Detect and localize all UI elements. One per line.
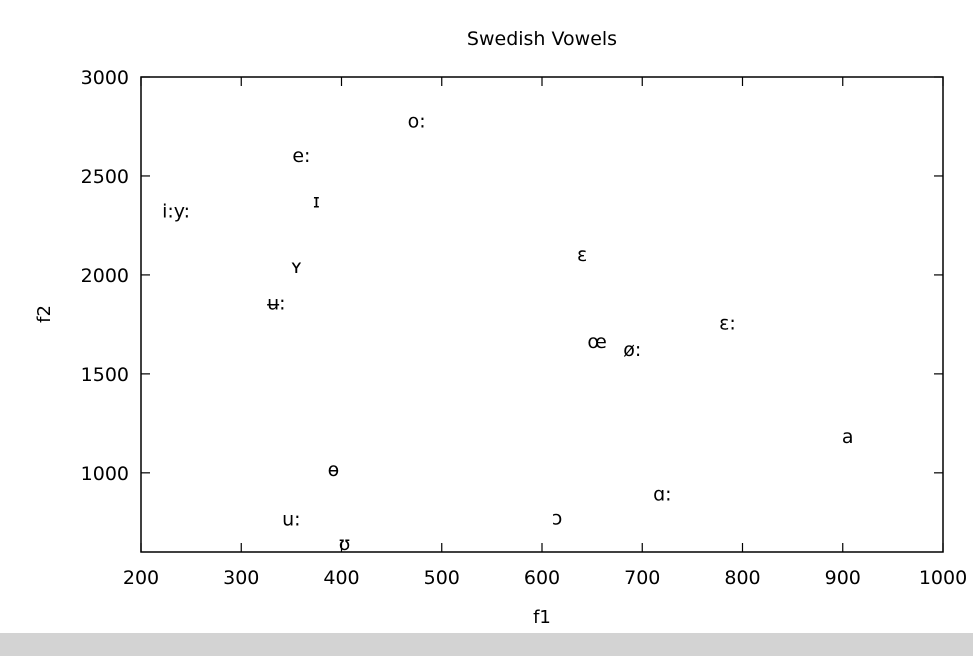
x-tick-label: 1000	[919, 567, 967, 589]
vowel-point-label: ɔ	[552, 507, 562, 529]
vowel-point-label: ɪ	[313, 191, 320, 213]
x-axis-label: f1	[533, 607, 551, 628]
plot-area-frame	[140, 76, 944, 553]
vowel-point-label: ɑ:	[653, 484, 671, 506]
vowel-point-label: a	[842, 426, 854, 448]
vowel-point-label: ʏ	[291, 256, 303, 278]
y-tick-label: 2500	[81, 166, 129, 188]
y-axis-label: f2	[34, 305, 55, 323]
vowel-point-label: ɛ:	[719, 312, 736, 334]
x-tick-label: 500	[424, 567, 460, 589]
y-tick-label: 1500	[81, 364, 129, 386]
vowel-point-label: ɵ	[328, 459, 340, 481]
data-points: o: e: ɪ i:y: ʏ ʉ: ɛ ɛ: œ ø: a ɵ ɑ: u: ɔ ʊ	[162, 111, 853, 556]
x-tick-label: 400	[323, 567, 359, 589]
x-tick-label: 900	[825, 567, 861, 589]
x-tick-label: 800	[724, 567, 760, 589]
y-tick-label: 1000	[81, 463, 129, 485]
vowel-point-label: o:	[408, 111, 426, 133]
vowel-point-label: ɛ	[577, 244, 587, 266]
chart-title: Swedish Vowels	[467, 28, 617, 50]
x-tick-label: 300	[223, 567, 259, 589]
x-tick-label: 600	[524, 567, 560, 589]
vowel-point-label: ʉ:	[267, 293, 285, 315]
vowel-point-label: ø:	[623, 339, 641, 361]
x-tick-label: 200	[123, 567, 159, 589]
vowel-point-label: e:	[292, 145, 310, 167]
vowel-point-label: œ	[587, 331, 606, 353]
bottom-status-bar	[0, 633, 973, 656]
vowel-point-label: i:y:	[162, 201, 190, 223]
vowel-point-label: u:	[282, 508, 300, 530]
axis-ticks: 200 300 400 500 600 700 800 900 1000 1000 1500 2000…	[81, 67, 968, 589]
y-tick-label: 3000	[81, 67, 129, 89]
x-tick-label: 700	[624, 567, 660, 589]
y-tick-label: 2000	[81, 265, 129, 287]
chart: Swedish Vowels f1 f2 200 300 400 500 600 700 8…	[34, 28, 968, 628]
vowel-point-label: ʊ	[339, 533, 351, 555]
